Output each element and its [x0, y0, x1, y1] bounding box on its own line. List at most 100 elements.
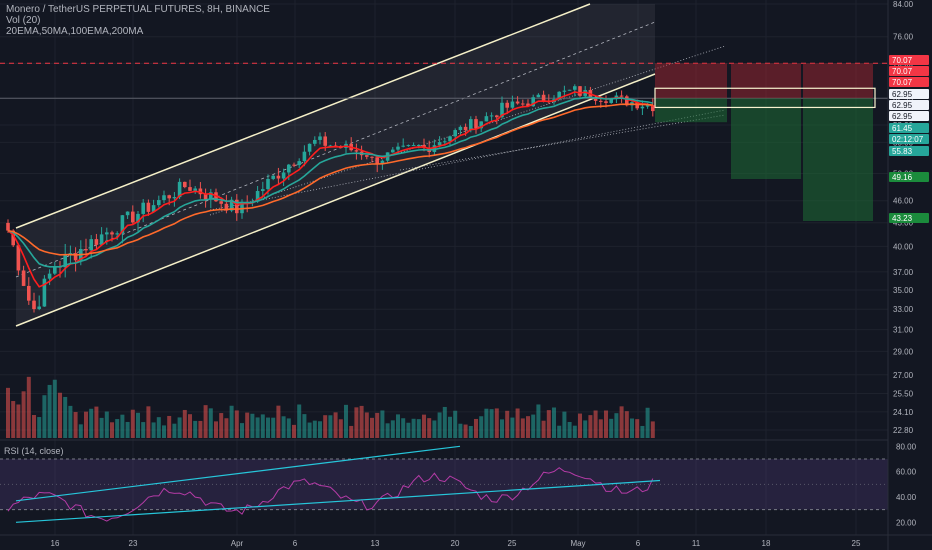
volume-bar — [650, 421, 655, 438]
candle-body — [47, 273, 52, 279]
channel-fill — [16, 4, 655, 326]
candle-body — [536, 94, 541, 98]
candle-body — [27, 285, 31, 301]
candles — [6, 84, 655, 438]
volume-bar — [505, 410, 510, 438]
volume-bar — [572, 425, 577, 438]
volume-bar — [182, 409, 187, 438]
candle-body — [146, 202, 151, 212]
volume-bar — [598, 419, 603, 438]
candle-body — [437, 142, 442, 146]
time-tick: 25 — [508, 539, 517, 548]
candle-body — [6, 222, 10, 231]
volume-bar — [292, 424, 296, 438]
candle-body — [521, 103, 525, 105]
candle-body — [307, 143, 312, 152]
ema20-line — [7, 91, 654, 288]
candle-body — [578, 86, 582, 96]
volume-bar — [104, 411, 109, 438]
volume-bar — [380, 410, 385, 438]
take-profit-zone — [731, 98, 801, 180]
volume-bar — [224, 418, 229, 438]
volume-bar — [312, 420, 317, 438]
volume-bar — [99, 417, 104, 438]
volume-bar — [520, 418, 525, 438]
candle-body — [89, 239, 93, 251]
candle-body — [448, 136, 452, 142]
rsi-tick: 60.00 — [896, 468, 917, 477]
volume-bar — [640, 425, 645, 438]
candle-body — [526, 103, 530, 107]
rsi-tick: 20.00 — [896, 518, 917, 527]
price-label-bg — [889, 100, 929, 110]
volume-bar — [619, 406, 624, 438]
candle-body — [219, 201, 223, 204]
candle-body — [593, 98, 598, 101]
candle-body — [489, 115, 494, 117]
volume-bar — [234, 410, 239, 438]
volume-bar — [604, 410, 608, 438]
candle-body — [125, 211, 130, 216]
price-label: 02:12:07 — [892, 135, 924, 144]
volume-bar — [188, 414, 192, 438]
candle-body — [443, 141, 447, 143]
volume-bar — [411, 418, 416, 438]
time-tick: 25 — [852, 539, 861, 548]
candle-body — [53, 266, 57, 274]
candle-body — [609, 97, 613, 103]
rsi-tick: 80.00 — [896, 442, 917, 451]
candle-body — [183, 181, 187, 188]
candle-body — [323, 136, 327, 146]
candle-body — [635, 102, 639, 109]
candle-body — [261, 189, 265, 192]
symbol-title: Monero / TetherUS PERPETUAL FUTURES, 8H,… — [6, 4, 270, 15]
candle-body — [453, 130, 457, 137]
time-tick: 18 — [762, 539, 771, 548]
candle-body — [318, 136, 322, 140]
candle-body — [73, 253, 78, 261]
stop-loss-zone — [803, 63, 873, 99]
volume-bar — [583, 420, 588, 438]
volume-bar — [73, 412, 78, 438]
volume-bar — [63, 396, 68, 438]
candle-body — [302, 151, 307, 162]
candle-body — [287, 164, 291, 173]
volume-bar — [297, 404, 302, 438]
candle-body — [479, 121, 483, 129]
volume-bar — [489, 409, 494, 438]
volume-bar — [406, 422, 411, 438]
volume-bar — [42, 395, 47, 438]
candle-body — [396, 146, 400, 150]
candle-body — [151, 205, 156, 212]
candle-body — [604, 101, 608, 103]
entry-zone-box — [654, 87, 876, 109]
volume-bar — [333, 412, 338, 438]
candle-body — [417, 144, 421, 146]
price-label: 70.07 — [892, 67, 913, 76]
candle-body — [328, 145, 333, 147]
candle-body — [297, 161, 301, 166]
volume-bar — [494, 408, 499, 438]
price-tick: 29.00 — [893, 347, 914, 356]
volume-bar — [172, 423, 177, 438]
price-tick: 37.00 — [893, 268, 914, 277]
volume-bar — [593, 410, 598, 438]
candle-body — [188, 187, 192, 191]
volume-bar — [255, 417, 260, 438]
volume-bar — [385, 423, 390, 438]
volume-bar — [401, 418, 406, 438]
candle-body — [562, 90, 567, 92]
volume-bar — [89, 408, 94, 438]
volume-bar — [458, 423, 463, 438]
price-label: 61.45 — [892, 124, 913, 133]
candle-body — [370, 156, 374, 158]
rsi-trend-lower — [15, 479, 661, 523]
volume-bar — [276, 405, 281, 438]
candle-body — [84, 249, 88, 251]
ema100-line — [7, 103, 653, 256]
candle-body — [271, 175, 275, 179]
price-tick: 46.00 — [893, 197, 914, 206]
price-label-bg — [889, 172, 929, 182]
candle-body — [63, 254, 67, 268]
